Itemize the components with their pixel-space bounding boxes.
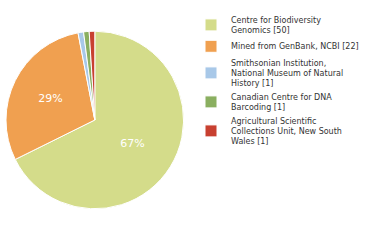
svg-text:Mined from GenBank, NCBI [22]: Mined from GenBank, NCBI [22] <box>231 42 359 51</box>
svg-text:Smithsonian Institution,Nation: Smithsonian Institution,National Museum … <box>231 59 343 89</box>
svg-text:29%: 29% <box>38 92 62 105</box>
svg-text:Canadian Centre for DNABarcodi: Canadian Centre for DNABarcoding [1] <box>231 93 332 112</box>
svg-text:67%: 67% <box>120 137 144 150</box>
svg-text:Agricultural ScientificCollect: Agricultural ScientificCollections Unit,… <box>231 117 342 147</box>
svg-text:Centre for BiodiversityGenomic: Centre for BiodiversityGenomics [50] <box>231 16 321 35</box>
